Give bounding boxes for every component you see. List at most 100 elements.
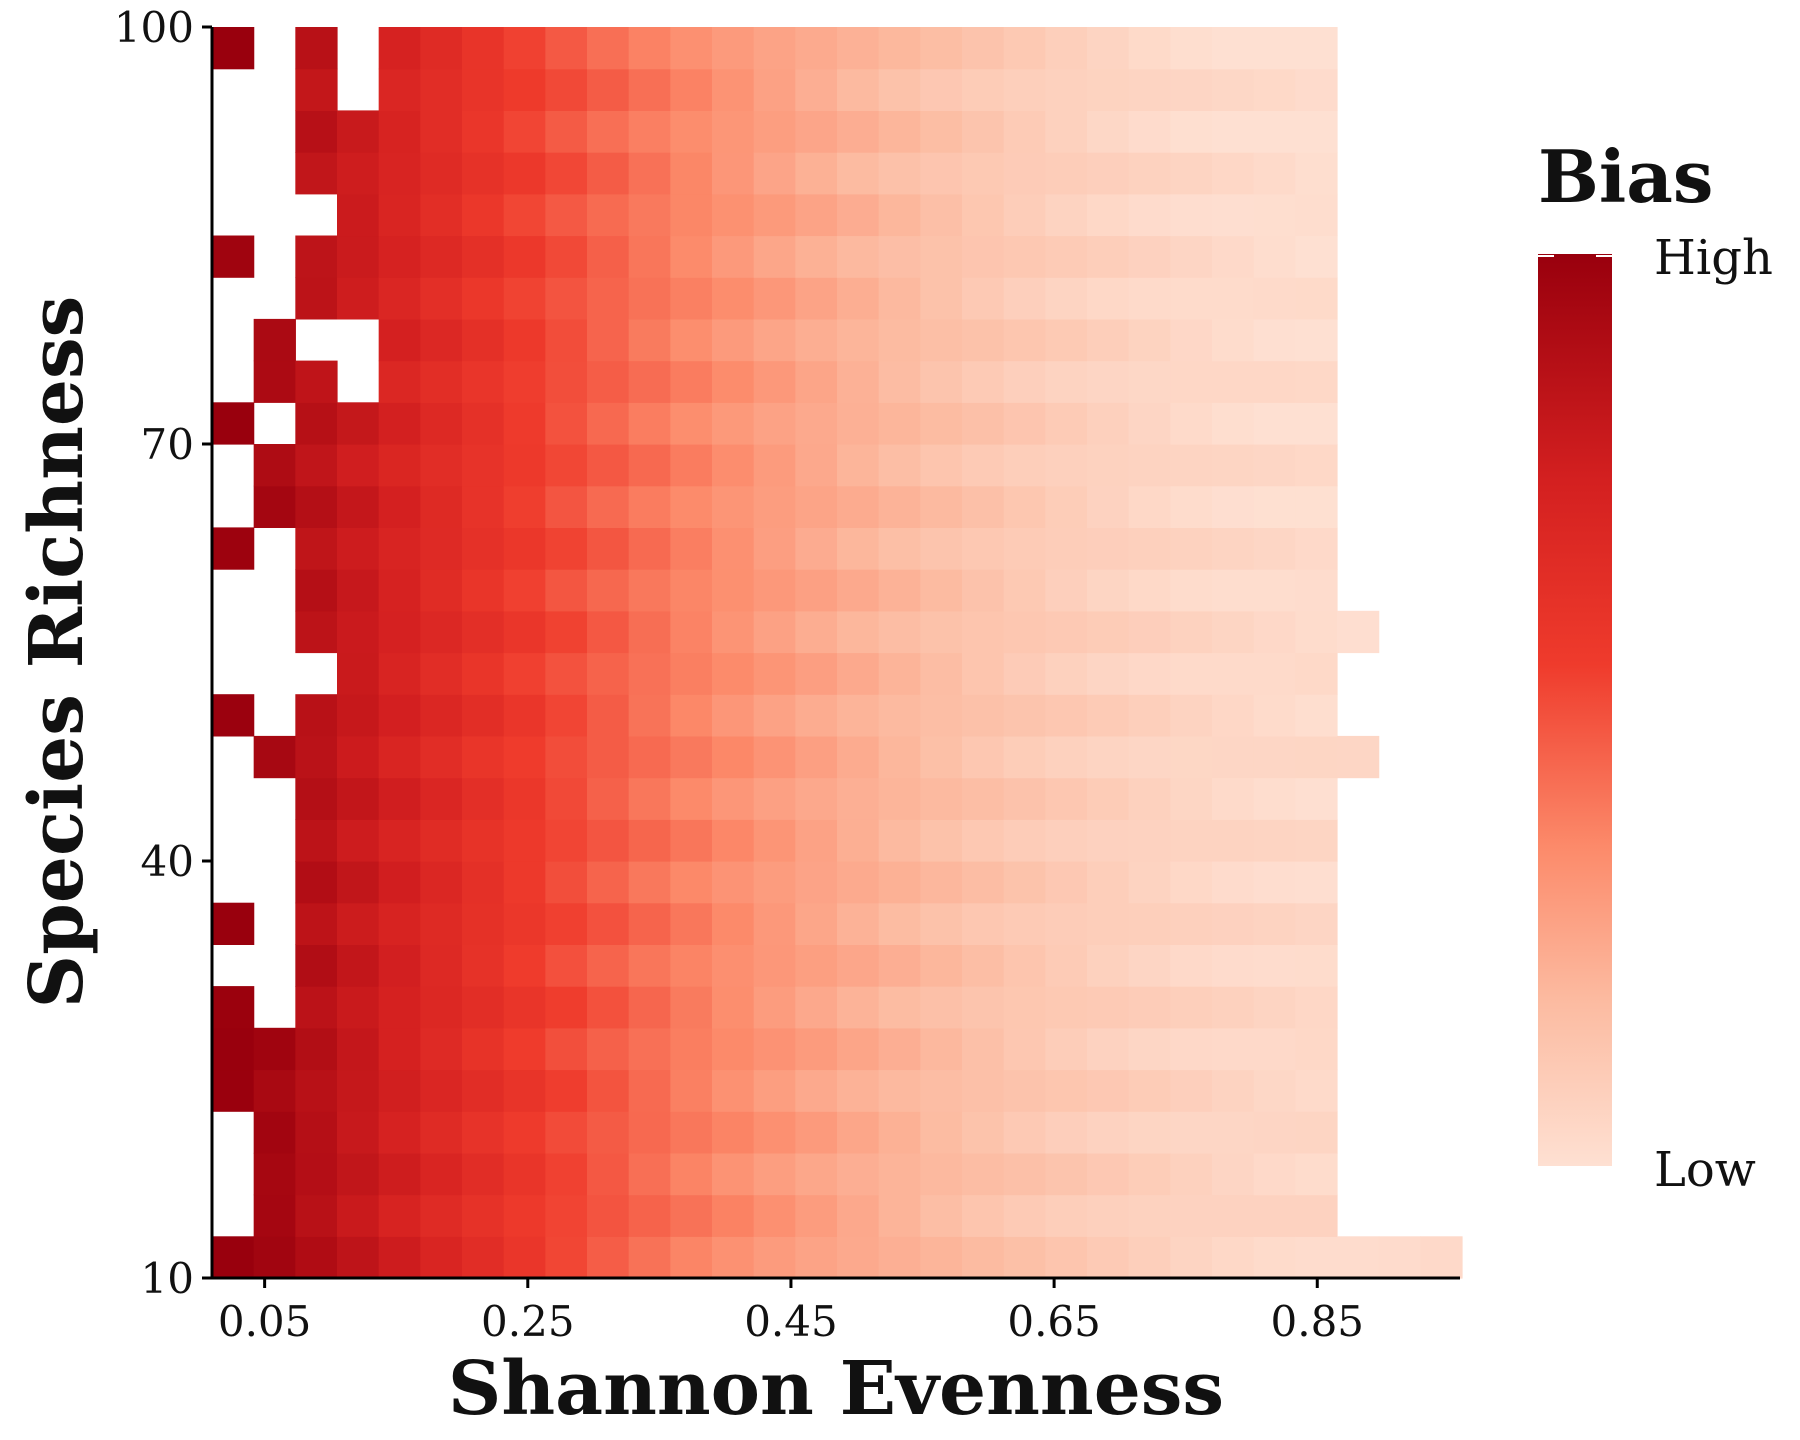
heatmap-cell xyxy=(295,1152,338,1196)
heatmap-cell xyxy=(295,402,338,445)
heatmap-cell xyxy=(378,68,421,111)
heatmap-cell xyxy=(962,1069,1005,1112)
heatmap-cell xyxy=(1045,318,1088,362)
heatmap-cell xyxy=(920,1111,963,1154)
heatmap-cell xyxy=(920,1194,963,1237)
heatmap-cell xyxy=(545,777,588,820)
heatmap-cell xyxy=(712,986,755,1029)
heatmap-cell xyxy=(1212,735,1255,779)
heatmap-cell xyxy=(920,694,963,737)
heatmap-cell xyxy=(503,235,546,278)
heatmap-cell xyxy=(295,902,338,945)
heatmap-cell xyxy=(1253,986,1296,1029)
heatmap-cell xyxy=(1212,694,1255,737)
heatmap-cell xyxy=(1128,735,1171,779)
heatmap-cell xyxy=(1003,861,1046,904)
heatmap-cell xyxy=(1087,569,1130,612)
heatmap-cell xyxy=(1087,902,1130,945)
heatmap-cell xyxy=(503,318,546,362)
heatmap-cell xyxy=(295,444,338,487)
heatmap-cell xyxy=(795,1069,838,1112)
heatmap-cell xyxy=(837,1152,880,1196)
heatmap-cell xyxy=(1295,277,1338,320)
heatmap-cell xyxy=(420,902,463,945)
heatmap-cell xyxy=(295,360,338,403)
heatmap-cell xyxy=(1045,1069,1088,1112)
heatmap-cell xyxy=(1128,569,1171,612)
heatmap-cell xyxy=(1212,902,1255,945)
heatmap-cell xyxy=(1087,944,1130,987)
heatmap-cell xyxy=(1087,819,1130,862)
heatmap-cell xyxy=(1295,652,1338,695)
heatmap-cell xyxy=(587,777,630,820)
heatmap-cell xyxy=(878,444,921,487)
heatmap-cell xyxy=(628,402,671,445)
heatmap-cell xyxy=(1003,986,1046,1029)
heatmap-cell xyxy=(1170,277,1213,320)
heatmap-cell xyxy=(545,277,588,320)
heatmap-cell xyxy=(712,193,755,237)
heatmap-cell xyxy=(795,235,838,278)
heatmap-cell xyxy=(753,444,796,487)
heatmap-cell xyxy=(1045,610,1088,654)
heatmap-cell xyxy=(1295,1069,1338,1112)
heatmap-cell xyxy=(628,1027,671,1071)
heatmap-cell xyxy=(920,68,963,111)
heatmap-cell xyxy=(1087,277,1130,320)
heatmap-cell xyxy=(420,986,463,1029)
heatmap-cell xyxy=(337,1194,380,1237)
heatmap-cell xyxy=(878,318,921,362)
heatmap-cell xyxy=(1295,485,1338,528)
heatmap-cell xyxy=(837,610,880,654)
x-axis-title: Shannon Evenness xyxy=(448,1346,1224,1432)
heatmap-cell xyxy=(628,152,671,195)
heatmap-cell xyxy=(503,1069,546,1112)
heatmap-cell xyxy=(1212,944,1255,987)
heatmap-cell xyxy=(1128,1027,1171,1071)
heatmap-cell xyxy=(587,1069,630,1112)
heatmap-cell xyxy=(337,944,380,987)
heatmap-cell xyxy=(753,1194,796,1237)
heatmap-cell xyxy=(1170,652,1213,695)
heatmap-cell xyxy=(1045,152,1088,195)
heatmap-cell xyxy=(337,902,380,945)
heatmap-cell xyxy=(1003,652,1046,695)
heatmap-cell xyxy=(503,694,546,737)
heatmap-cell xyxy=(753,1027,796,1071)
heatmap-cell xyxy=(545,27,588,70)
heatmap-cell xyxy=(1087,444,1130,487)
heatmap-cell xyxy=(587,444,630,487)
heatmap-cell xyxy=(670,193,713,237)
heatmap-cell xyxy=(295,819,338,862)
heatmap-cell xyxy=(628,819,671,862)
heatmap-cell xyxy=(587,819,630,862)
heatmap-cell xyxy=(1170,1027,1213,1071)
heatmap-cell xyxy=(1128,777,1171,820)
heatmap-cell xyxy=(1045,735,1088,779)
heatmap-cell xyxy=(920,652,963,695)
heatmap-cell xyxy=(1253,235,1296,278)
heatmap-cell xyxy=(628,902,671,945)
heatmap-cell xyxy=(837,235,880,278)
heatmap-cell xyxy=(712,27,755,70)
heatmap-cell xyxy=(587,402,630,445)
heatmap-cell xyxy=(1128,360,1171,403)
heatmap-cell xyxy=(420,861,463,904)
heatmap-cell xyxy=(378,1194,421,1237)
heatmap-cell xyxy=(962,861,1005,904)
heatmap-cell xyxy=(1253,944,1296,987)
heatmap-cell xyxy=(462,27,505,70)
heatmap-cell xyxy=(920,277,963,320)
heatmap-cell xyxy=(795,861,838,904)
heatmap-cell xyxy=(1128,652,1171,695)
heatmap-cell xyxy=(628,277,671,320)
heatmap-cell xyxy=(670,610,713,654)
heatmap-cell xyxy=(670,1152,713,1196)
heatmap-cell xyxy=(795,193,838,237)
heatmap-cell xyxy=(462,485,505,528)
heatmap-cell xyxy=(378,152,421,195)
heatmap-cell xyxy=(920,861,963,904)
heatmap-cell xyxy=(712,1111,755,1154)
heatmap-cell xyxy=(1170,986,1213,1029)
heatmap-cell xyxy=(837,277,880,320)
